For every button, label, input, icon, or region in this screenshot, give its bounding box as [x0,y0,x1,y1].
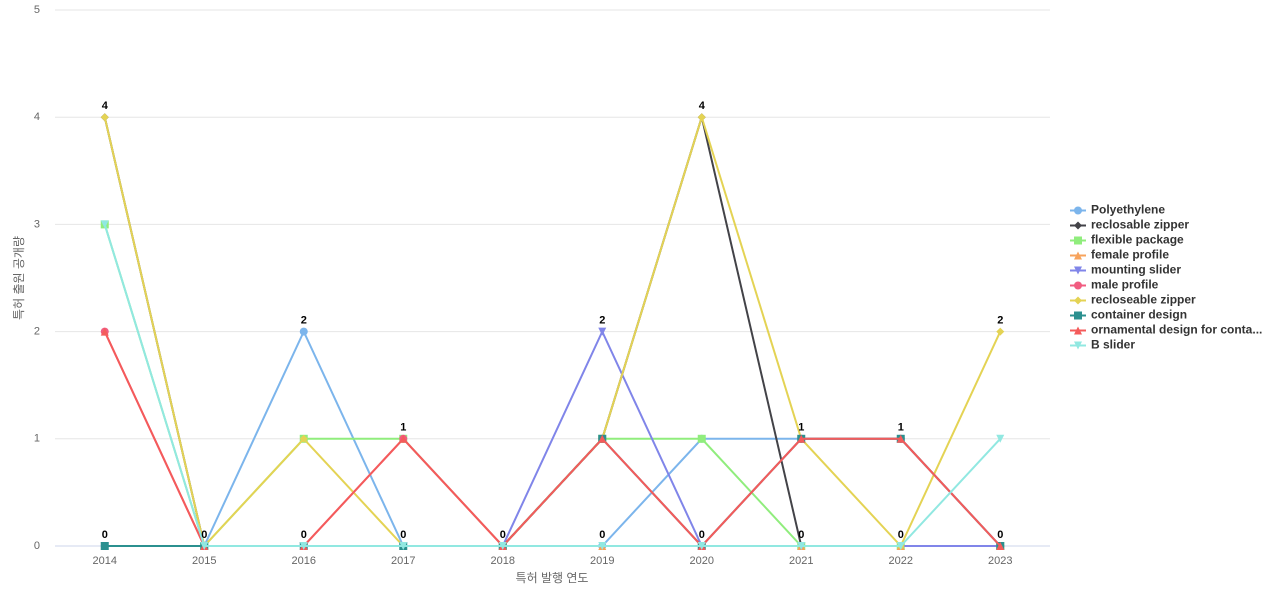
legend-item: ornamental design for conta... [1070,323,1262,337]
data-label: 4 [102,100,109,112]
data-label: 2 [997,315,1003,327]
legend-label: reclosable zipper [1091,218,1189,232]
series-line [103,224,1001,548]
data-label: 1 [798,422,804,434]
x-tick-label: 2017 [391,555,415,567]
legend-marker [1074,311,1082,320]
data-point [996,542,1005,550]
data-label: 1 [400,422,406,434]
data-point [299,327,308,336]
data-point [100,327,109,336]
y-tick-label: 3 [34,218,40,230]
legend-label: container design [1091,308,1187,322]
legend-item: container design [1070,308,1187,322]
legend-item: B slider [1070,338,1135,352]
series-line [103,224,1001,547]
data-point [498,542,507,550]
data-point [598,327,607,336]
legend-item: flexible package [1070,233,1184,247]
data-point [797,542,806,550]
series [100,220,1005,550]
legend-marker [1074,296,1082,305]
legend-item: recloseable zipper [1070,293,1196,307]
x-axis-title: 특허 발행 연도 [516,570,589,585]
legend-item: reclosable zipper [1070,218,1189,232]
legend-marker [1074,266,1082,275]
legend-item: mounting slider [1070,263,1181,277]
data-point [299,434,308,443]
x-tick-label: 2022 [889,555,913,567]
legend-label: flexible package [1091,233,1184,247]
data-label: 0 [500,529,506,541]
data-point [896,434,905,443]
legend-marker [1074,206,1082,215]
legend-label: mounting slider [1091,263,1181,277]
data-label: 2 [599,315,605,327]
data-point [697,434,706,443]
legend-marker [1074,281,1082,290]
data-point [697,542,706,550]
data-label: 0 [301,529,307,541]
data-point [100,542,109,550]
data-label: 0 [997,529,1003,541]
x-tick-label: 2016 [292,555,316,567]
legend-label: B slider [1091,338,1135,352]
data-point [299,542,308,550]
data-point [598,434,607,443]
y-tick-label: 1 [34,433,40,445]
data-label: 0 [699,529,705,541]
y-tick-label: 2 [34,326,40,338]
legend-label: male profile [1091,278,1159,292]
y-tick-label: 5 [34,4,40,16]
legend-marker [1074,221,1082,230]
data-label: 0 [201,529,207,541]
legend-item: male profile [1070,278,1159,292]
legend-label: recloseable zipper [1091,293,1196,307]
legend-marker [1074,236,1082,245]
legend-label: ornamental design for conta... [1091,323,1262,337]
series [100,220,1005,550]
legend-marker [1074,251,1082,260]
data-point [797,434,806,443]
data-label: 0 [599,529,605,541]
x-tick-label: 2021 [789,555,813,567]
data-point [598,542,607,550]
data-point [200,542,209,550]
y-tick-label: 4 [34,111,40,123]
legend-label: Polyethylene [1091,203,1165,217]
legend-label: female profile [1091,248,1169,262]
data-label: 1 [898,422,904,434]
legend-item: Polyethylene [1070,203,1165,217]
data-point [996,327,1005,336]
data-point [896,542,905,550]
legend-marker [1074,341,1082,350]
legend-marker [1074,326,1082,335]
x-tick-label: 2020 [690,555,714,567]
y-axis-title: 특허 출원 공개량 [12,236,26,320]
x-tick-label: 2023 [988,555,1012,567]
x-tick-label: 2019 [590,555,614,567]
data-label: 0 [798,529,804,541]
data-point [697,113,706,122]
data-label: 0 [400,529,406,541]
data-point [100,113,109,122]
x-tick-label: 2014 [93,555,117,567]
data-point [996,434,1005,443]
x-tick-label: 2018 [491,555,515,567]
data-label: 0 [102,529,108,541]
data-label: 4 [699,100,706,112]
data-point [399,542,408,550]
y-tick-label: 0 [34,540,40,552]
x-tick-label: 2015 [192,555,216,567]
legend-item: female profile [1070,248,1169,262]
data-label: 0 [898,529,904,541]
data-point [100,220,109,229]
data-label: 2 [301,315,307,327]
data-point [399,434,408,443]
